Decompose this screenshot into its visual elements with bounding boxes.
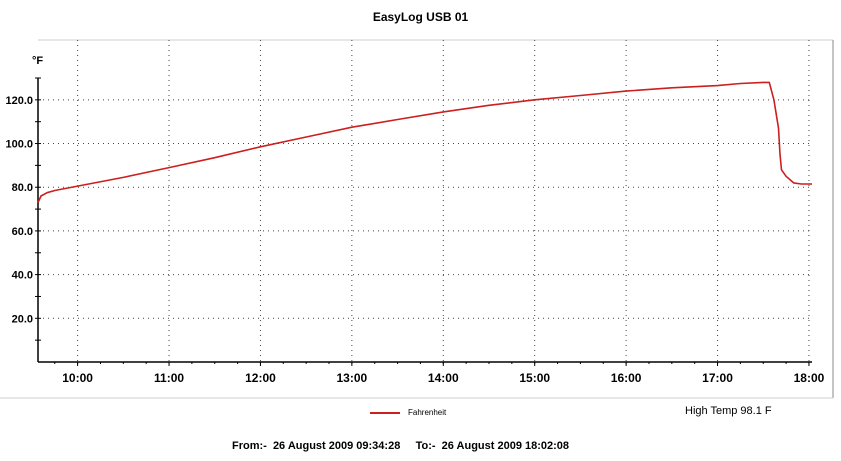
legend-label: Fahrenheit [408,408,447,417]
x-tick-label: 13:00 [337,371,368,385]
date-range: From:- 26 August 2009 09:34:28 To:- 26 A… [232,440,570,452]
chart-title: EasyLog USB 01 [372,10,469,24]
y-tick-label: 100.0 [5,139,33,151]
y-tick-label: 60.0 [12,226,33,238]
x-tick-label: 11:00 [154,371,184,385]
x-tick-label: 15:00 [519,371,550,385]
legend-swatch [370,411,400,414]
x-tick-label: 10:00 [62,371,93,385]
y-axis-label: °F [32,55,43,67]
y-tick-label: 80.0 [12,182,33,194]
high-temp-readout: High Temp 98.1 F [685,405,772,417]
y-tick-label: 120.0 [5,95,33,107]
x-tick-label: 14:00 [428,371,459,385]
y-tick-label: 20.0 [12,313,33,325]
x-tick-label: 16:00 [611,371,642,385]
x-tick-label: 18:00 [794,371,825,385]
x-tick-label: 17:00 [702,371,733,385]
legend: Fahrenheit [370,408,446,417]
plot-area: °F 20.0 40.0 60.0 80.0 100.0 120.0 10:00 11:00 12… [0,39,834,399]
y-tick-label: 40.0 [12,270,33,282]
series-line-fahrenheit [37,81,812,203]
x-tick-label: 12:00 [245,371,276,385]
